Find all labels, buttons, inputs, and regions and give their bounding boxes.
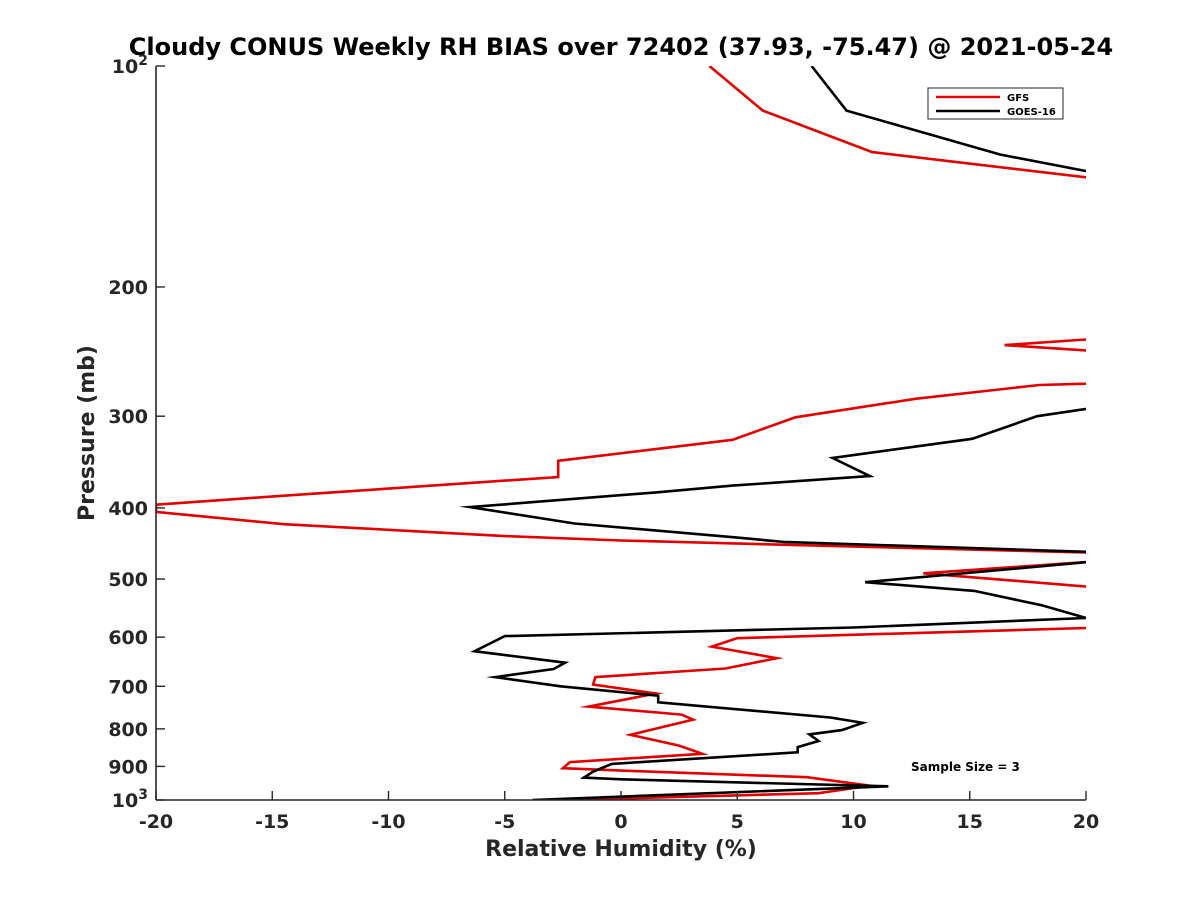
x-tick-label: -15	[255, 811, 289, 833]
series-line-goes-16-1	[458, 407, 1086, 800]
y-tick-label: 600	[108, 627, 148, 649]
y-tick-label: 200	[108, 277, 148, 299]
y-tick-label: 102	[112, 53, 148, 78]
series-line-gfs-1	[1004, 338, 1086, 352]
legend: GFS GOES-16	[927, 87, 1064, 120]
series-line-gfs-2	[156, 382, 1086, 800]
y-tick-label: 500	[108, 569, 148, 591]
x-tick-label: -10	[371, 811, 405, 833]
y-tick-label: 900	[108, 756, 148, 778]
x-tick-label: 10	[840, 811, 866, 833]
y-tick-label: 400	[108, 498, 148, 520]
y-axis-label: Pressure (mb)	[75, 345, 100, 521]
chart-title: Cloudy CONUS Weekly RH BIAS over 72402 (…	[129, 33, 1113, 61]
sample-size-annotation: Sample Size = 3	[911, 760, 1020, 774]
legend-label-gfs: GFS	[1007, 93, 1029, 104]
y-tick-label: 300	[108, 406, 148, 428]
y-tick-label: 800	[108, 719, 148, 741]
y-tick-label: 103	[112, 787, 148, 812]
ticks-layer: -20 -15 -10 -5 0 5 10 15 20 102 200 300 400 500 600 700…	[108, 53, 1099, 833]
x-tick-label: 15	[957, 811, 983, 833]
x-tick-label: -5	[494, 811, 515, 833]
x-tick-label: -20	[139, 811, 173, 833]
y-tick-label: 700	[108, 676, 148, 698]
legend-box	[927, 87, 1064, 120]
x-tick-label: 5	[731, 811, 744, 833]
x-axis-label: Relative Humidity (%)	[485, 837, 757, 862]
series-line-goes-16-0	[810, 66, 1086, 173]
x-tick-label: 0	[614, 811, 627, 833]
x-tick-label: 20	[1073, 811, 1099, 833]
legend-label-goes16: GOES-16	[1007, 107, 1056, 118]
series-line-gfs-0	[708, 66, 1086, 179]
series-layer	[156, 66, 1086, 800]
